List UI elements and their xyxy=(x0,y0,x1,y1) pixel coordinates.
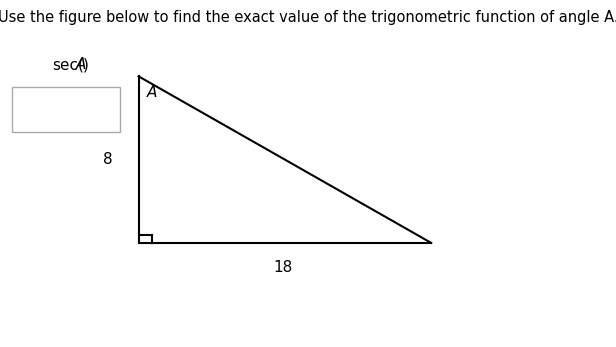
Text: 8: 8 xyxy=(103,152,113,167)
Text: Use the figure below to find the exact value of the trigonometric function of an: Use the figure below to find the exact v… xyxy=(0,10,616,25)
Text: A: A xyxy=(147,85,157,100)
Text: sec(: sec( xyxy=(52,57,84,72)
Text: A: A xyxy=(76,57,86,72)
Bar xyxy=(12,87,120,132)
Text: ): ) xyxy=(83,57,89,72)
Text: 18: 18 xyxy=(274,260,293,275)
